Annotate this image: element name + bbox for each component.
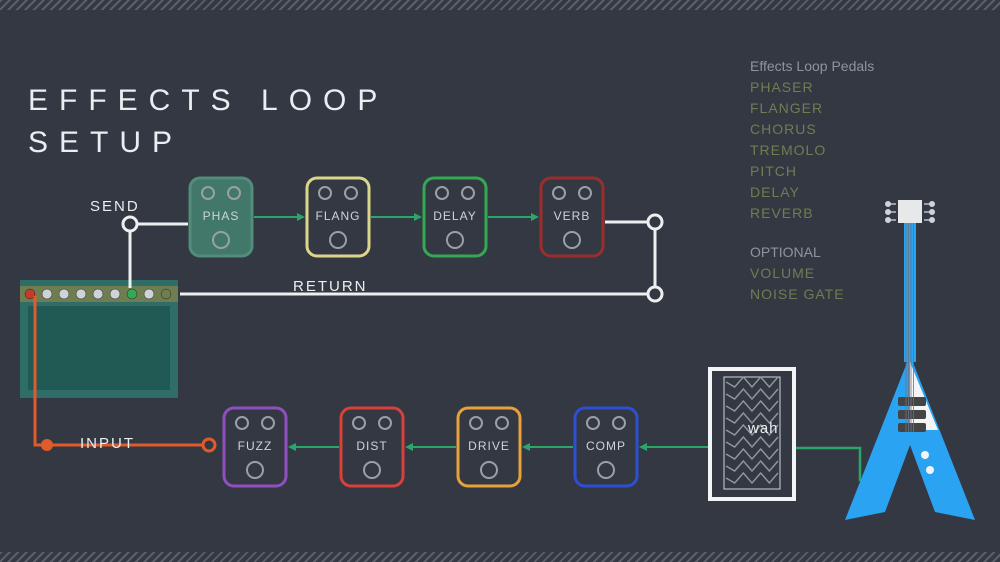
- sidebar-item: VOLUME: [750, 263, 874, 284]
- sidebar-item: NOISE GATE: [750, 284, 874, 305]
- sidebar-item: FLANGER: [750, 98, 874, 119]
- svg-text:DRIVE: DRIVE: [468, 439, 510, 453]
- svg-text:FLANG: FLANG: [315, 209, 360, 223]
- pedal-phas: PHAS: [190, 178, 252, 256]
- sidebar-item: TREMOLO: [750, 140, 874, 161]
- pedal-delay: DELAY: [424, 178, 486, 256]
- pedal-drive: DRIVE: [458, 408, 520, 486]
- sidebar-item: REVERB: [750, 203, 874, 224]
- pedal-fuzz: FUZZ: [224, 408, 286, 486]
- label-input: INPUT: [80, 435, 135, 452]
- sidebar-item: DELAY: [750, 182, 874, 203]
- sidebar: Effects Loop Pedals PHASER FLANGER CHORU…: [750, 56, 874, 305]
- top-pedal-arrows: [254, 213, 539, 221]
- sidebar-item: PITCH: [750, 161, 874, 182]
- sidebar-header2: OPTIONAL: [750, 242, 874, 263]
- label-return: RETURN: [293, 278, 368, 295]
- label-send: SEND: [90, 198, 140, 215]
- sidebar-item: CHORUS: [750, 119, 874, 140]
- pedal-flang: FLANG: [307, 178, 369, 256]
- sidebar-item: PHASER: [750, 77, 874, 98]
- svg-text:DIST: DIST: [356, 439, 387, 453]
- svg-text:DELAY: DELAY: [433, 209, 476, 223]
- pedal-verb: VERB: [541, 178, 603, 256]
- svg-text:COMP: COMP: [586, 439, 626, 453]
- svg-text:PHAS: PHAS: [203, 209, 240, 223]
- pedal-comp: COMP: [575, 408, 637, 486]
- label-wah: wah: [748, 420, 779, 437]
- svg-text:FUZZ: FUZZ: [238, 439, 273, 453]
- svg-text:VERB: VERB: [554, 209, 591, 223]
- amp: [20, 280, 178, 398]
- sidebar-header: Effects Loop Pedals: [750, 56, 874, 77]
- pedal-dist: DIST: [341, 408, 403, 486]
